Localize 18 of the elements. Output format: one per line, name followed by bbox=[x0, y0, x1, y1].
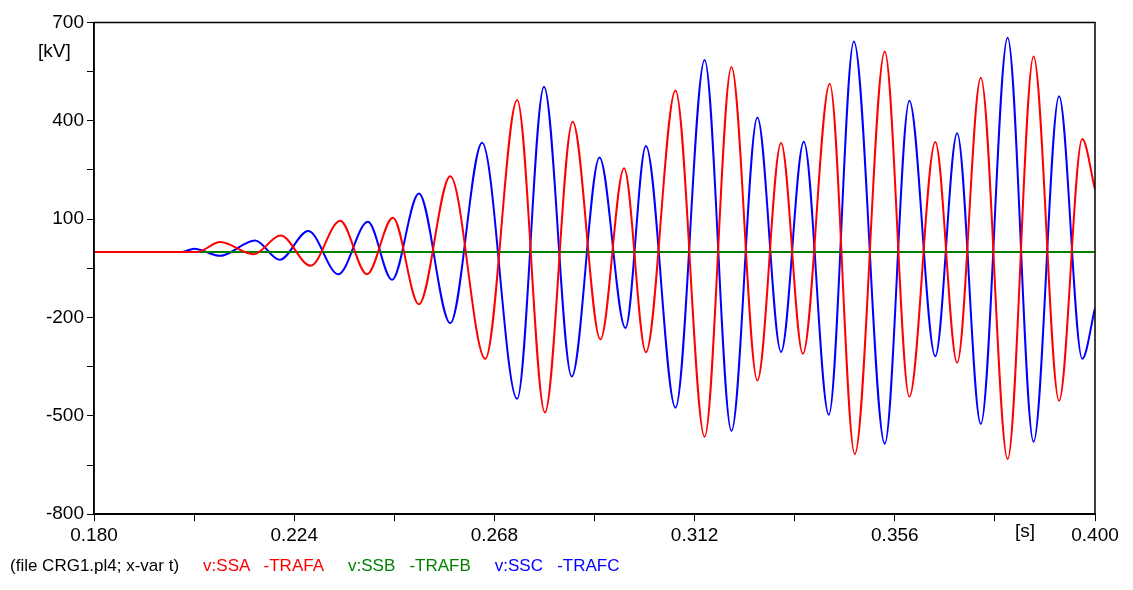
y-tick-label: 400 bbox=[52, 108, 84, 130]
x-axis-title: [s] bbox=[1014, 519, 1036, 541]
y-tick-label: -500 bbox=[45, 404, 84, 426]
x-tick-label: 0.180 bbox=[70, 523, 118, 545]
text: v:SSB -TRAFB bbox=[348, 556, 471, 576]
x-tick-label: 0.400 bbox=[1071, 523, 1119, 545]
x-tick-label: 0.312 bbox=[670, 523, 719, 545]
text: v:SSA -TRAFA bbox=[203, 556, 325, 576]
text: (file CRG1.pl4; x-var t) bbox=[10, 556, 180, 576]
y-tick-label: -800 bbox=[45, 502, 84, 524]
y-axis-title: [kV] bbox=[38, 40, 71, 62]
x-tick-label: 0.268 bbox=[470, 523, 519, 545]
x-tick-label: 0.224 bbox=[270, 523, 319, 545]
y-tick-label: -200 bbox=[45, 305, 84, 327]
y-tick-label: 700 bbox=[52, 10, 84, 32]
text: v:SSC -TRAFC bbox=[494, 556, 620, 576]
x-tick-label: 0.356 bbox=[871, 523, 919, 545]
y-tick-label: 100 bbox=[52, 207, 84, 229]
